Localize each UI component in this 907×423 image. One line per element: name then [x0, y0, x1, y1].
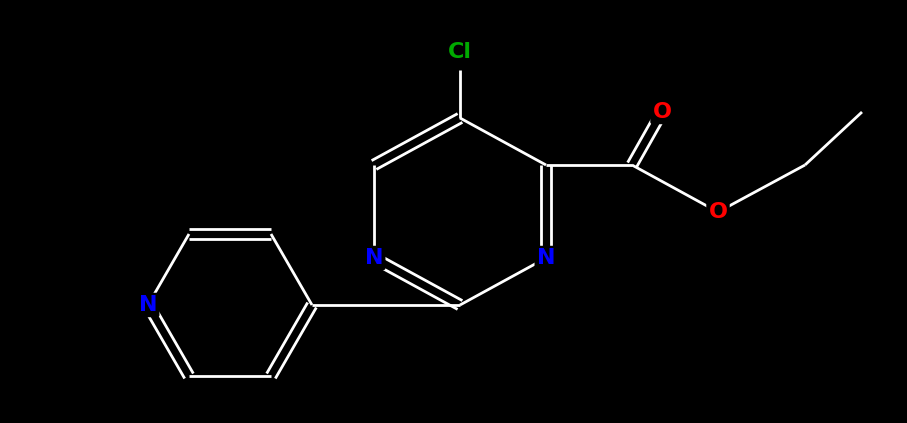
Text: O: O — [652, 102, 671, 122]
Text: N: N — [139, 295, 157, 315]
Text: Cl: Cl — [448, 42, 472, 62]
Text: O: O — [708, 202, 727, 222]
Text: N: N — [365, 248, 384, 268]
Text: N: N — [537, 248, 555, 268]
